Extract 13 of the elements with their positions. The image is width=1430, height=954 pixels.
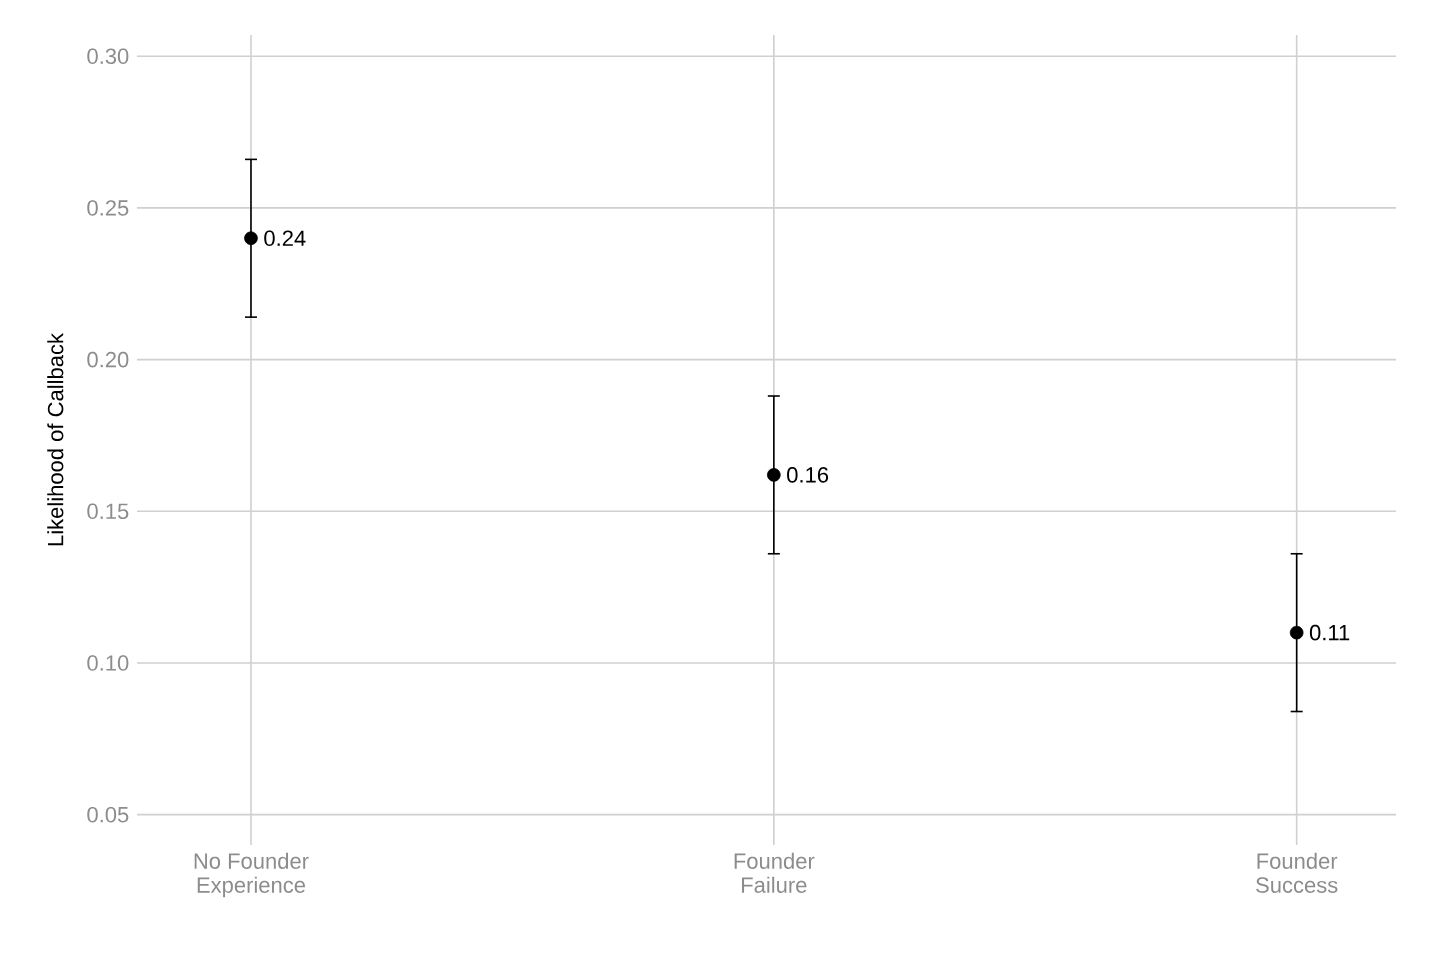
y-tick-label: 0.25: [87, 200, 129, 216]
x-tick-label: Founder Success: [1256, 852, 1338, 893]
y-tick-label: 0.30: [87, 48, 129, 65]
y-tick-label: 0.10: [87, 655, 129, 671]
data-label: 0.11: [1309, 624, 1350, 641]
data-label: 0.24: [264, 230, 306, 247]
y-axis-title: Likelihood of Callback: [47, 333, 64, 546]
x-tick-label: No Founder Experience: [194, 852, 309, 898]
x-tick-label: Founder Failure: [734, 852, 815, 893]
y-tick-label: 0.15: [87, 503, 129, 520]
y-tick-label: 0.20: [87, 351, 129, 368]
y-tick-label: 0.05: [87, 806, 129, 823]
data-label: 0.16: [787, 467, 829, 483]
